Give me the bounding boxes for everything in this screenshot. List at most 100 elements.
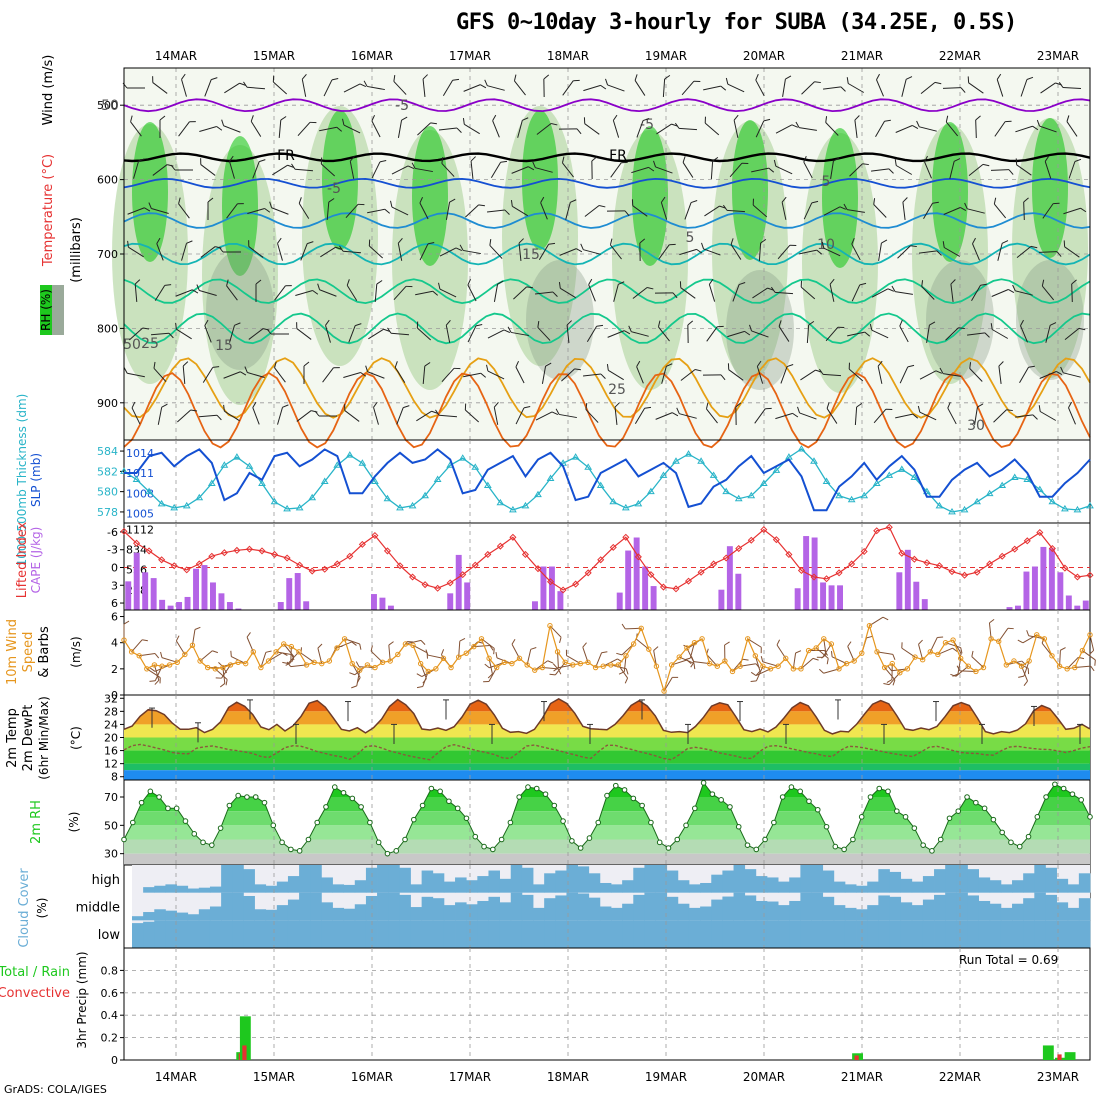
rh-point [595,819,602,826]
wind10-barb-feather [960,647,963,654]
wind-speed-point [174,659,180,666]
date-top-2: 16MAR [351,49,393,63]
wind-barb-staff [515,366,525,384]
wind-barb-feather [669,243,676,246]
wind10-barb-feather [760,647,762,654]
wind-speed-point [957,655,964,662]
wind-barb-feather [1058,82,1064,88]
wind-barb-staff [945,327,959,341]
cloud-bar-middle [989,903,1002,921]
wind-barb [996,73,1004,97]
rh-point [1087,814,1093,820]
thickness-point [471,463,480,470]
wind-barb [422,362,431,385]
cloud-bar-middle [321,902,333,921]
wind-barb-staff [607,84,625,92]
wind-barb [348,323,362,343]
cloud-bar-high [778,881,790,893]
wind-barb [244,366,265,378]
cloud-bar-high [833,881,846,893]
wind-barb-staff [608,369,624,381]
cape-bar [896,572,903,610]
lifted-point [835,569,843,577]
rh-point [656,839,663,846]
wind-barb-feather [576,128,582,135]
wind-barb-feather [357,203,365,206]
wind-barb-feather [646,286,654,290]
wind-barb-staff [415,167,433,173]
wind-barb-feather [1068,401,1072,408]
lifted-tick--3: -3 [107,544,118,557]
wind-barb-staff [902,202,906,220]
wind10-barb-feather [549,673,556,676]
wind-barb-staff [133,161,139,179]
cloud-bar-middle [956,892,968,921]
wind-barb [869,323,889,339]
cloud-bar-middle [410,907,423,921]
wind-barb [266,328,289,335]
thickness-tick-582: 582 [97,465,118,478]
rh-point [586,835,593,841]
wind-barb [178,121,196,137]
cape-bar [150,578,157,610]
wind-barb-staff [613,284,619,302]
wind10-barb-feather [616,652,623,656]
wind-barb-feather [376,280,383,285]
wind-barb-feather [513,74,517,82]
wind-barb-staff [204,79,212,97]
cloud-bar-low [811,920,824,948]
rh-point [894,808,900,814]
wind-barb-staff [1019,366,1029,384]
wind-barb-staff [990,169,1010,171]
wind-speed-point [714,663,720,669]
wind-barb [226,203,244,219]
rh-point [551,802,558,809]
wind-barb-staff [518,242,522,262]
wind-barb-feather [493,401,499,408]
wind-barb [416,410,438,422]
wind-barb [510,199,528,217]
cape-bar [811,537,818,610]
wind10-barb-feather [956,665,961,672]
cloud-label-high: high [92,873,120,888]
wind-barb-staff [200,164,216,176]
wind-barb [991,289,1015,297]
wind-barb-staff [322,367,334,383]
wind10-barb-feather [625,668,629,675]
wind-speed-point [357,667,363,673]
wind10-barb [1059,647,1066,667]
wind-barb-staff [1020,79,1028,97]
wind-speed-point [851,658,857,664]
wind-barb-staff [368,245,384,259]
thickness-point [647,487,655,495]
wind-barb-staff [1039,411,1057,421]
wind-barb [613,281,625,302]
wind-barb-staff [610,244,622,260]
cape-bar [226,602,233,610]
lifted-point [797,566,805,574]
wind-barb-feather [383,328,390,332]
wind-barb [806,320,815,344]
wind-barb-feather [1032,414,1038,420]
wind-barb-feather [441,157,444,164]
rh-point [850,836,856,843]
wind-barb [1064,327,1086,341]
wind-barb [997,240,1009,261]
wind-barb [634,74,646,96]
wind-barb-staff [706,408,718,424]
thickness-point [383,494,392,502]
wind-barb-feather [634,74,638,81]
wind-barb-feather [885,408,893,410]
wind-barb-feather [555,408,560,415]
contour-label-12: 25 [141,336,159,352]
lifted-tick-3: 3 [111,579,118,592]
rh-point [235,792,241,799]
cape-bar [913,581,920,610]
rh-point [209,842,215,848]
wind-barb [610,161,628,178]
wind-barb-feather [958,327,965,330]
wind-barb-feather [795,121,800,128]
wind-barb-feather [664,74,671,80]
wind10-barb-feather [847,641,852,647]
wind-barb-feather [1006,409,1013,412]
